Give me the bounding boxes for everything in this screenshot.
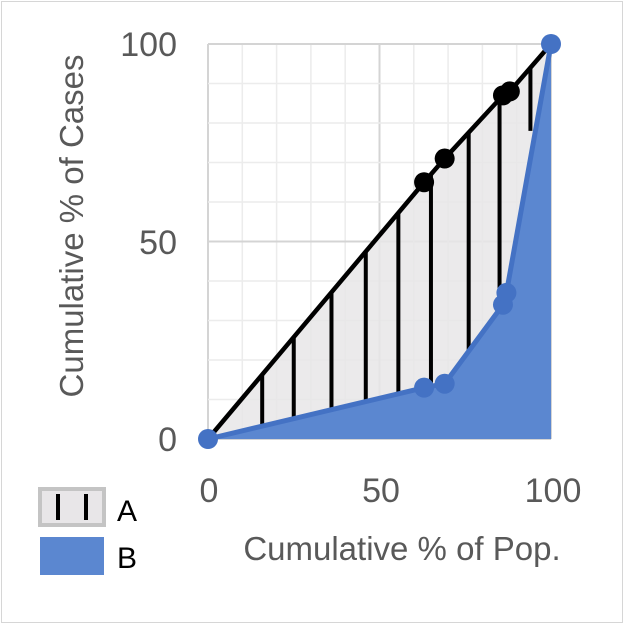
y-tick-100: 100 [120,26,177,64]
equality-points [414,81,520,193]
y-axis-ticks: 100 50 0 [120,26,177,459]
x-tick-50: 50 [362,472,400,510]
area-a-hatch-bars [260,67,533,427]
legend-label-b: B [117,542,137,575]
x-tick-100: 100 [525,472,582,510]
legend-label-a: A [117,495,137,528]
y-axis-title: Cumulative % of Cases [53,55,90,398]
y-tick-0: 0 [158,421,177,459]
x-tick-0: 0 [200,472,219,510]
area-b [208,44,551,439]
lorenz-curve-line [207,43,554,442]
x-axis-title: Cumulative % of Pop. [243,530,560,567]
lorenz-points [198,34,561,449]
y-tick-50: 50 [139,224,177,262]
legend-item-a: A [38,487,137,528]
equality-line [206,42,553,441]
legend-item-b: B [40,537,137,575]
legend: A B [38,487,137,575]
x-axis-ticks: 0 50 100 [200,472,582,510]
